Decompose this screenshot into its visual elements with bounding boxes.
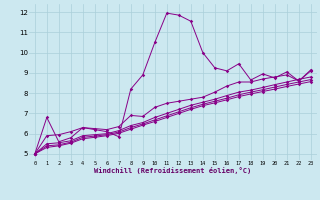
X-axis label: Windchill (Refroidissement éolien,°C): Windchill (Refroidissement éolien,°C): [94, 167, 252, 174]
